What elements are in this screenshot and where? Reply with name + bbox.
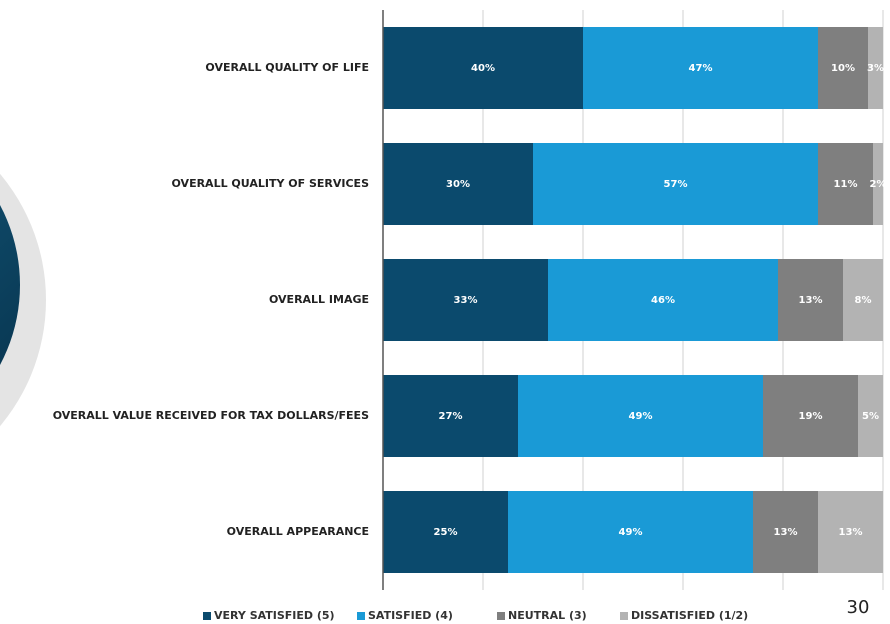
bar-segment — [508, 491, 753, 573]
bar-segment — [763, 375, 858, 457]
bar-segment — [843, 259, 883, 341]
value-label: 11% — [834, 179, 858, 190]
decoration — [0, 205, 20, 365]
value-label: 40% — [471, 63, 495, 74]
legend-swatch — [203, 612, 211, 620]
bar-segment — [873, 143, 883, 225]
value-label: 19% — [799, 411, 823, 422]
legend-label: DISSATISFIED (1/2) — [631, 609, 748, 622]
category-label: OVERALL IMAGE — [269, 293, 369, 306]
value-label: 2% — [870, 179, 887, 190]
value-label: 33% — [454, 295, 478, 306]
bar-segment — [753, 491, 818, 573]
bar-segment — [383, 143, 533, 225]
value-label: 57% — [664, 179, 688, 190]
legend-label: SATISFIED (4) — [368, 609, 453, 622]
bar-segment — [868, 27, 883, 109]
value-label: 10% — [831, 63, 855, 74]
value-label: 30% — [446, 179, 470, 190]
value-label: 13% — [774, 527, 798, 538]
value-label: 13% — [799, 295, 823, 306]
bar-segment — [583, 27, 818, 109]
legend-swatch — [497, 612, 505, 620]
value-label: 27% — [439, 411, 463, 422]
page-number: 30 — [847, 597, 870, 618]
bar-segment — [383, 259, 548, 341]
category-label: OVERALL APPEARANCE — [227, 525, 369, 538]
bar-segment — [518, 375, 763, 457]
bar-segment — [383, 375, 518, 457]
bar-segment — [383, 491, 508, 573]
legend-swatch — [357, 612, 365, 620]
value-label: 46% — [651, 295, 675, 306]
bar-segment — [858, 375, 883, 457]
category-label: OVERALL VALUE RECEIVED FOR TAX DOLLARS/F… — [53, 409, 369, 422]
bar-segment — [818, 27, 868, 109]
legend-swatch — [620, 612, 628, 620]
legend-label: VERY SATISFIED (5) — [214, 609, 335, 622]
value-label: 49% — [629, 411, 653, 422]
value-label: 3% — [867, 63, 884, 74]
category-label: OVERALL QUALITY OF SERVICES — [172, 177, 370, 190]
value-label: 47% — [689, 63, 713, 74]
value-label: 5% — [862, 411, 879, 422]
bar-segment — [383, 27, 583, 109]
bar-segment — [778, 259, 843, 341]
category-label: OVERALL QUALITY OF LIFE — [205, 61, 369, 74]
bar-segment — [533, 143, 818, 225]
value-label: 49% — [619, 527, 643, 538]
legend-label: NEUTRAL (3) — [508, 609, 587, 622]
value-label: 25% — [434, 527, 458, 538]
bar-segment — [818, 491, 883, 573]
bar-segment — [548, 259, 778, 341]
value-label: 13% — [839, 527, 863, 538]
value-label: 8% — [855, 295, 872, 306]
bar-segment — [818, 143, 873, 225]
